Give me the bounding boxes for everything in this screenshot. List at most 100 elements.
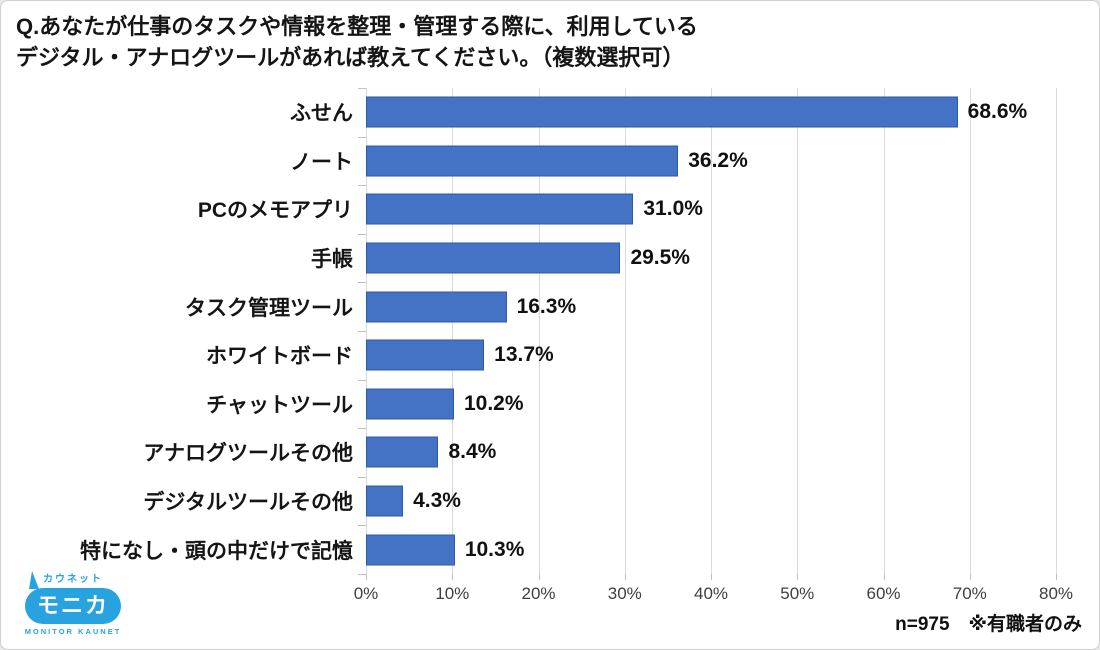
bar <box>366 242 621 274</box>
x-axis-tick-label: 60% <box>866 584 901 603</box>
bar <box>366 436 439 468</box>
category-label: ふせん <box>290 102 353 126</box>
value-label: 4.3% <box>413 489 461 513</box>
gridline <box>1056 88 1057 574</box>
chart-title: Q.あなたが仕事のタスクや情報を整理・管理する際に、利用している デジタル・アナ… <box>16 11 698 73</box>
bar-row: チャットツール 10.2% <box>1 380 1056 429</box>
category-label: チャットツール <box>206 393 353 417</box>
category-axis-tick <box>358 185 366 187</box>
bar-track: 31.0% <box>366 185 1056 234</box>
category-axis-tick <box>358 282 366 284</box>
axis-tick <box>624 574 626 580</box>
bar <box>366 388 454 420</box>
x-axis-tick-label: 70% <box>952 584 987 603</box>
plot-area <box>366 88 1057 580</box>
x-axis-tick-label: 0% <box>353 584 379 603</box>
bar <box>366 534 455 566</box>
value-label: 10.2% <box>463 391 524 415</box>
bar-track: 4.3% <box>366 477 1056 526</box>
gridline <box>969 88 971 574</box>
axis-tick <box>538 574 540 580</box>
bar-row: アナログツールその他 8.4% <box>1 428 1056 477</box>
gridline <box>624 88 626 574</box>
bar-row: 手帳 29.5% <box>1 234 1056 283</box>
axis-tick <box>711 574 712 580</box>
axis-tick <box>797 574 799 580</box>
value-label: 36.2% <box>688 148 748 172</box>
category-label: 特になし・頭の中だけで記憶 <box>80 539 353 563</box>
category-axis-tick <box>358 136 366 138</box>
logo-monica-bubble: モニカ <box>25 588 121 624</box>
bar <box>366 291 507 323</box>
bar-track: 16.3% <box>366 282 1056 331</box>
axis-tick <box>1056 574 1057 580</box>
gridline <box>883 88 885 574</box>
category-axis-tick <box>358 331 366 332</box>
x-axis-tick-label: 50% <box>780 584 815 603</box>
category-label: ノート <box>290 150 353 174</box>
value-label: 16.3% <box>516 294 577 318</box>
axis-tick <box>366 574 367 580</box>
bar-track: 29.5% <box>366 234 1056 283</box>
bar-track: 13.7% <box>366 331 1056 380</box>
gridline <box>711 88 712 574</box>
bar-row: ホワイトボード 13.7% <box>1 331 1056 380</box>
sample-size-note: n=975 ※有職者のみ <box>895 614 1082 635</box>
category-label: PCのメモアプリ <box>197 199 353 223</box>
category-axis-tick <box>358 476 366 478</box>
value-label: 29.5% <box>630 246 690 270</box>
bar-track: 36.2% <box>366 137 1056 186</box>
bar-row: タスク管理ツール 16.3% <box>1 282 1056 331</box>
gridline <box>797 88 799 574</box>
axis-tick <box>883 574 885 580</box>
value-label: 8.4% <box>448 440 497 464</box>
bar-track: 68.6% <box>366 88 1056 137</box>
category-label: ホワイトボード <box>206 345 353 369</box>
bar-row: PCのメモアプリ 31.0% <box>1 185 1056 234</box>
x-axis-tick-label: 80% <box>1038 584 1074 603</box>
x-axis-tick-label: 10% <box>435 584 470 603</box>
category-axis-ticks <box>358 88 366 575</box>
category-axis-tick <box>358 233 366 235</box>
category-axis-tick <box>358 525 366 527</box>
gridline <box>452 88 454 574</box>
gridline <box>538 88 540 574</box>
axis-tick <box>452 574 454 580</box>
category-label: アナログツールその他 <box>143 442 353 466</box>
gridline <box>366 88 367 574</box>
bar <box>366 145 679 177</box>
bar-row: ふせん 68.6% <box>1 88 1056 137</box>
bar-row: デジタルツールその他 4.3% <box>1 477 1056 526</box>
chart-title-line2: デジタル・アナログツールがあれば教えてください。（複数選択可） <box>16 45 685 70</box>
x-axis-tick-label: 40% <box>693 584 729 603</box>
bar-row: ノート 36.2% <box>1 137 1056 186</box>
x-axis-tick-label: 30% <box>607 584 642 603</box>
bar <box>366 193 634 225</box>
bar-track: 10.2% <box>366 380 1056 429</box>
value-label: 68.6% <box>967 100 1028 124</box>
value-label: 10.3% <box>464 537 525 561</box>
value-label: 31.0% <box>643 197 703 221</box>
category-axis-tick <box>358 88 366 89</box>
category-label: デジタルツールその他 <box>143 491 353 515</box>
logo-monitor-kaunet-text: MONITOR KAUNET <box>24 627 122 636</box>
monica-kaunet-logo: カウネット モニカ MONITOR KAUNET <box>21 571 125 636</box>
x-axis: 0% 10% 20% 30% 40% 50% 60% 70% 80% <box>354 584 1073 608</box>
bar <box>366 339 485 371</box>
drop-shape-icon <box>29 571 39 589</box>
bar <box>366 485 404 517</box>
category-label: 手帳 <box>311 248 353 272</box>
category-axis-tick <box>358 428 366 430</box>
bar-track: 10.3% <box>366 525 1056 574</box>
bar-track: 8.4% <box>366 428 1056 477</box>
axis-tick <box>969 574 971 580</box>
bar-rows: ふせん 68.6% ノート 36.2% PCのメモアプリ 31.0% 手帳 29.5% タスク管… <box>1 88 1056 574</box>
value-label: 13.7% <box>494 343 554 367</box>
bar <box>366 96 958 128</box>
category-label: タスク管理ツール <box>185 296 353 320</box>
x-axis-tick-label: 20% <box>521 584 556 603</box>
category-axis-tick <box>358 379 366 381</box>
chart-title-line1: Q.あなたが仕事のタスクや情報を整理・管理する際に、利用している <box>16 14 698 39</box>
category-axis-tick <box>358 574 366 575</box>
